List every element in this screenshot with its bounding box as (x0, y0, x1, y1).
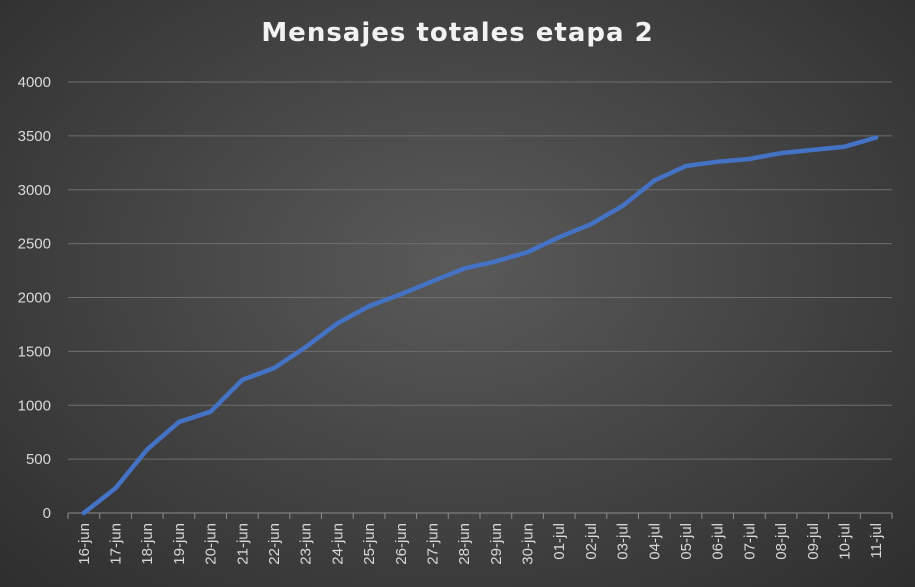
x-tick-label: 30-jun (520, 523, 537, 565)
x-tick-label: 26-jun (393, 523, 410, 565)
x-tick-label: 16-jun (76, 523, 93, 565)
x-tick-label: 20-jun (203, 523, 220, 565)
x-tick-label: 23-jun (298, 523, 315, 565)
y-axis-ticks: 0 500 1000 1500 2000 2500 3000 3500 4000 (18, 74, 51, 522)
x-tick-label: 01-jul (551, 523, 568, 560)
x-tick-label: 08-jul (773, 523, 790, 560)
x-tick-label: 04-jul (646, 523, 663, 560)
x-tick-label: 05-jul (678, 523, 695, 560)
x-tick-label: 27-jun (424, 523, 441, 565)
y-tick-label: 3500 (18, 128, 51, 145)
x-tick-label: 07-jul (741, 523, 758, 560)
chart-title: Mensajes totales etapa 2 (261, 18, 654, 48)
x-tick-label: 11-jul (868, 523, 885, 559)
x-tick-label: 02-jul (583, 523, 600, 560)
y-tick-label: 4000 (18, 74, 51, 91)
series-line (81, 135, 879, 516)
y-tick-label: 3000 (18, 182, 51, 199)
x-tick-label: 18-jun (139, 523, 156, 565)
y-tick-label: 2500 (18, 236, 51, 253)
x-tick-label: 17-jun (108, 523, 125, 565)
y-tick-label: 0 (43, 505, 51, 522)
x-tick-label: 29-jun (488, 523, 505, 565)
x-tick-label: 03-jul (615, 523, 632, 560)
x-tick-label: 25-jun (361, 523, 378, 565)
y-tick-label: 2000 (18, 290, 51, 307)
x-tick-label: 06-jul (710, 523, 727, 560)
gridlines (67, 81, 893, 519)
series-layer (81, 135, 879, 516)
x-tick-label: 19-jun (171, 523, 188, 565)
x-axis-ticks: 16-jun 17-jun 18-jun 19-jun 20-jun 21-jun 22-j… (76, 523, 885, 565)
y-tick-label: 500 (26, 451, 51, 468)
x-tick-label: 21-jun (234, 523, 251, 565)
x-tick-label: 28-jun (456, 523, 473, 565)
x-tick-label: 22-jun (266, 523, 283, 565)
y-tick-label: 1000 (18, 397, 51, 414)
x-tick-label: 24-jun (329, 523, 346, 565)
x-tick-label: 10-jul (836, 523, 853, 560)
y-tick-label: 1500 (18, 343, 51, 360)
x-tick-label: 09-jul (805, 523, 822, 560)
